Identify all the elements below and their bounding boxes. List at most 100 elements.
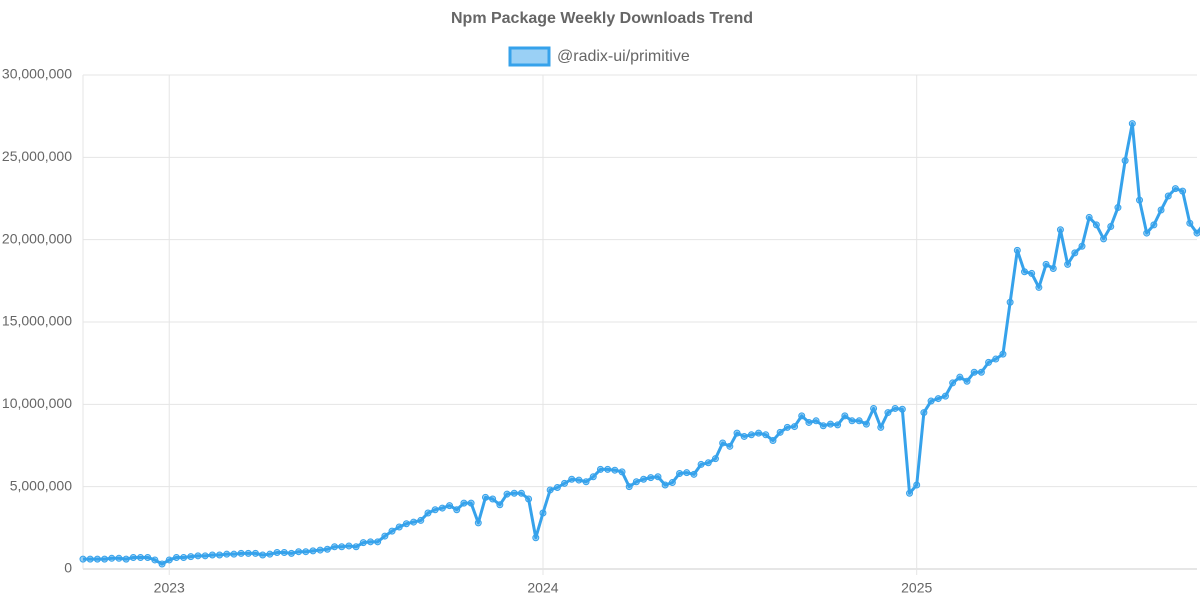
- data-point: [1150, 221, 1158, 229]
- data-point: [805, 418, 813, 426]
- data-point: [762, 431, 770, 439]
- y-tick-label: 15,000,000: [2, 313, 72, 329]
- data-point: [151, 556, 159, 564]
- data-point: [740, 432, 748, 440]
- data-point: [855, 417, 863, 425]
- x-tick-label: 2024: [527, 580, 558, 596]
- data-point: [208, 551, 216, 559]
- data-point: [122, 555, 130, 563]
- y-tick-label: 5,000,000: [10, 477, 72, 493]
- data-point: [733, 429, 741, 437]
- data-point: [1100, 235, 1108, 243]
- data-point: [467, 499, 475, 507]
- data-point: [259, 551, 267, 559]
- data-point: [877, 423, 885, 431]
- data-point: [510, 489, 518, 497]
- data-point: [1056, 226, 1064, 234]
- data-point: [934, 395, 942, 403]
- data-point: [661, 481, 669, 489]
- data-point: [834, 421, 842, 429]
- data-point: [561, 479, 569, 487]
- data-point: [719, 439, 727, 447]
- data-point: [108, 554, 116, 562]
- data-point: [93, 555, 101, 563]
- x-tick-label: 2023: [154, 580, 185, 596]
- legend-swatch: [508, 46, 551, 67]
- data-point: [216, 551, 224, 559]
- data-point: [136, 553, 144, 561]
- data-point: [316, 546, 324, 554]
- data-point: [1092, 221, 1100, 229]
- data-point: [395, 523, 403, 531]
- data-point: [568, 475, 576, 483]
- data-point: [295, 548, 303, 556]
- data-point: [417, 516, 425, 524]
- data-point: [1164, 192, 1172, 200]
- data-point: [201, 552, 209, 560]
- data-point: [1171, 185, 1179, 193]
- data-point: [798, 412, 806, 420]
- data-point: [676, 469, 684, 477]
- data-point: [977, 368, 985, 376]
- data-point: [345, 542, 353, 550]
- data-point: [366, 538, 374, 546]
- data-point: [625, 483, 633, 491]
- y-tick-label: 30,000,000: [2, 66, 72, 82]
- data-point: [1143, 229, 1151, 237]
- data-point: [525, 495, 533, 503]
- data-point: [503, 490, 511, 498]
- data-point: [309, 547, 317, 555]
- data-point: [302, 548, 310, 556]
- y-tick-label: 10,000,000: [2, 395, 72, 411]
- data-point: [359, 539, 367, 547]
- data-point: [683, 469, 691, 477]
- data-point: [956, 373, 964, 381]
- data-point: [1193, 229, 1200, 237]
- data-point: [158, 560, 166, 568]
- data-point: [532, 534, 540, 542]
- data-point: [941, 392, 949, 400]
- data-point: [474, 519, 482, 527]
- data-point: [517, 489, 525, 497]
- data-point: [999, 350, 1007, 358]
- data-point: [985, 358, 993, 366]
- data-point: [1042, 260, 1050, 268]
- data-point: [1085, 213, 1093, 221]
- data-point: [927, 397, 935, 405]
- data-point: [230, 550, 238, 558]
- data-point: [1157, 206, 1165, 214]
- data-point: [1121, 157, 1129, 165]
- data-point: [1128, 120, 1136, 128]
- data-point: [251, 549, 259, 557]
- y-tick-label: 25,000,000: [2, 148, 72, 164]
- y-tick-label: 0: [64, 560, 72, 576]
- y-tick-label: 20,000,000: [2, 230, 72, 246]
- data-point: [769, 437, 777, 445]
- data-point: [611, 466, 619, 474]
- data-point: [668, 479, 676, 487]
- data-point: [704, 459, 712, 467]
- data-point: [402, 520, 410, 528]
- data-point: [1136, 196, 1144, 204]
- data-point: [553, 483, 561, 491]
- data-point: [187, 553, 195, 561]
- data-point: [101, 555, 109, 563]
- data-point: [546, 486, 554, 494]
- data-point: [726, 442, 734, 450]
- data-point: [1028, 269, 1036, 277]
- data-point: [1049, 264, 1057, 272]
- series-line: [83, 122, 1200, 566]
- data-point: [826, 420, 834, 428]
- data-point: [819, 422, 827, 430]
- data-point: [906, 489, 914, 497]
- data-point: [1064, 260, 1072, 268]
- data-point: [331, 543, 339, 551]
- data-point: [165, 556, 173, 564]
- data-point: [640, 475, 648, 483]
- data-point: [949, 379, 957, 387]
- data-point: [144, 553, 152, 561]
- data-point: [129, 553, 137, 561]
- data-point: [791, 423, 799, 431]
- data-point: [280, 549, 288, 557]
- legend-label: @radix-ui/primitive: [557, 48, 690, 65]
